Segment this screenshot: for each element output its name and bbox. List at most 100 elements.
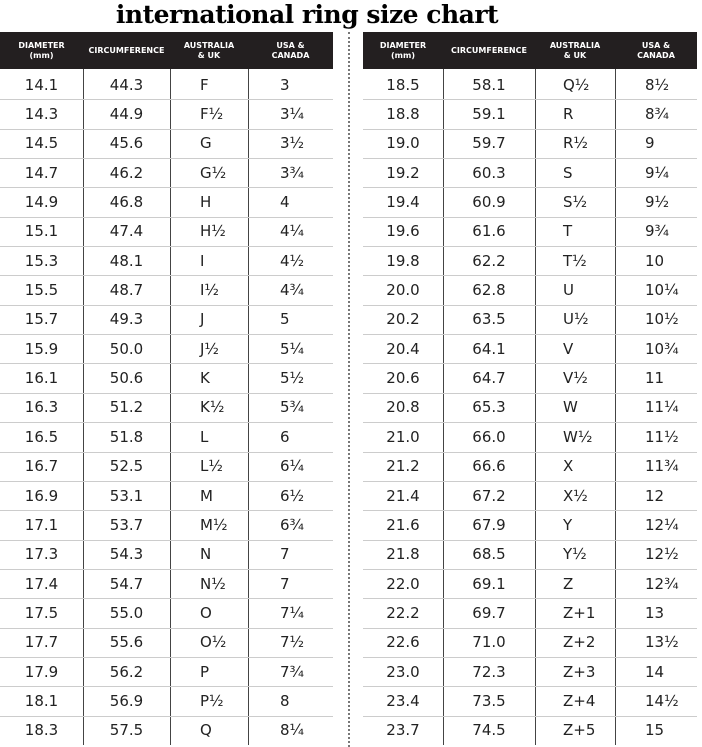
- table-cell: Q: [200, 721, 212, 740]
- header-text: USA &: [276, 40, 305, 50]
- table-cell: 65.3: [472, 398, 506, 417]
- table-cell: 21.8: [386, 545, 420, 564]
- row-line: [363, 539, 697, 541]
- table-cell: 6¼: [280, 457, 305, 476]
- table-cell: W: [563, 398, 578, 417]
- table-cell: 60.9: [472, 193, 506, 212]
- table-cell: 5¾: [280, 398, 305, 417]
- table-cell: 21.2: [386, 457, 420, 476]
- table-cell: 49.3: [109, 310, 144, 329]
- row-line: [0, 363, 333, 365]
- header-text: (mm): [391, 50, 415, 60]
- column-line: [170, 69, 171, 745]
- table-cell: 3¼: [280, 105, 305, 124]
- table-cell: 6: [280, 427, 290, 446]
- table-cell: 47.4: [109, 222, 144, 241]
- table-cell: 18.3: [24, 721, 59, 740]
- header-text: AUSTRALIA: [549, 40, 601, 50]
- table-cell: 48.7: [109, 281, 144, 300]
- table-cell: 58.1: [472, 75, 506, 94]
- header-text: CANADA: [271, 50, 310, 60]
- table-cell: 11¼: [645, 398, 679, 417]
- table-cell: 19.0: [386, 134, 420, 153]
- table-cell: 13½: [645, 633, 679, 652]
- table-cell: 10¾: [645, 339, 679, 358]
- table-cell: R: [563, 105, 574, 124]
- table-cell: 8½: [645, 75, 670, 94]
- row-line: [363, 304, 697, 306]
- row-line: [363, 363, 697, 365]
- table-cell: Z: [563, 574, 574, 593]
- row-line: [0, 627, 333, 629]
- row-line: [0, 216, 333, 218]
- table-cell: L½: [200, 457, 223, 476]
- table-cell: 53.7: [109, 515, 144, 534]
- row-line: [363, 392, 697, 394]
- table-cell: I½: [200, 281, 219, 300]
- row-line: [0, 392, 333, 394]
- table-cell: 14.9: [24, 193, 59, 212]
- table-cell: 10¼: [645, 281, 679, 300]
- row-line: [363, 656, 697, 658]
- header-text: CIRCUMFERENCE: [451, 45, 527, 55]
- row-line: [0, 304, 333, 306]
- table-cell: 23.0: [386, 662, 420, 681]
- table-cell: 7½: [280, 633, 305, 652]
- column-line: [248, 69, 249, 745]
- table-cell: 45.6: [109, 134, 144, 153]
- row-line: [363, 158, 697, 160]
- row-line: [0, 568, 333, 570]
- table-cell: 15.3: [24, 251, 59, 270]
- table-cell: W½: [563, 427, 593, 446]
- table-cell: 18.5: [386, 75, 420, 94]
- header-text: (mm): [29, 50, 54, 60]
- table-cell: 21.0: [386, 427, 420, 446]
- table-cell: Q½: [563, 75, 590, 94]
- table-cell: S: [563, 163, 573, 182]
- row-line: [0, 686, 333, 688]
- table-cell: 17.5: [24, 603, 59, 622]
- table-cell: 15: [645, 721, 665, 740]
- table-cell: 67.9: [472, 515, 506, 534]
- table-cell: 18.8: [386, 105, 420, 124]
- header-cell: USA & CANADA: [248, 32, 333, 69]
- row-line: [0, 128, 333, 130]
- row-line: [363, 480, 697, 482]
- table-cell: 8: [280, 691, 290, 710]
- table-cell: N½: [200, 574, 226, 593]
- table-cell: 16.9: [24, 486, 59, 505]
- table-cell: 14.3: [24, 105, 59, 124]
- table-cell: 14.7: [24, 163, 59, 182]
- row-line: [363, 627, 697, 629]
- row-line: [363, 598, 697, 600]
- table-cell: Z+1: [563, 603, 596, 622]
- row-line: [0, 715, 333, 717]
- table-cell: K: [200, 369, 210, 388]
- column-line: [615, 69, 616, 745]
- table-cell: R½: [563, 134, 588, 153]
- table-cell: 13: [645, 603, 665, 622]
- header-text: & UK: [563, 50, 587, 60]
- table-cell: 5¼: [280, 339, 305, 358]
- table-cell: 55.6: [109, 633, 144, 652]
- table-cell: K½: [200, 398, 225, 417]
- table-cell: 56.2: [109, 662, 144, 681]
- table-cell: 60.3: [472, 163, 506, 182]
- table-cell: H: [200, 193, 212, 212]
- table-cell: F: [200, 75, 209, 94]
- table-cell: X½: [563, 486, 588, 505]
- table-cell: J: [200, 310, 205, 329]
- table-cell: 3: [280, 75, 290, 94]
- table-cell: 16.7: [24, 457, 59, 476]
- table-cell: 74.5: [472, 721, 506, 740]
- table-cell: 50.6: [109, 369, 144, 388]
- table-cell: 62.2: [472, 251, 506, 270]
- header-cell: CIRCUMFERENCE: [443, 32, 535, 69]
- row-line: [0, 539, 333, 541]
- row-line: [363, 99, 697, 101]
- table-cell: 21.6: [386, 515, 420, 534]
- table-cell: Y: [563, 515, 573, 534]
- table-cell: 15.1: [24, 222, 59, 241]
- header-text: CANADA: [637, 50, 675, 60]
- table-cell: M: [200, 486, 213, 505]
